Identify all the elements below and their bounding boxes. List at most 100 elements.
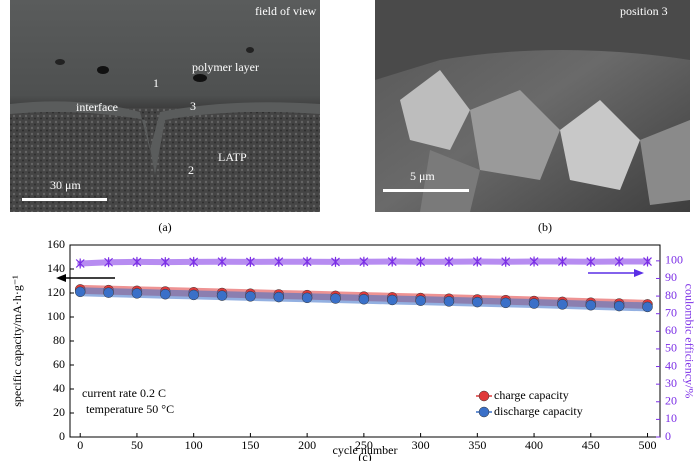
marker <box>331 256 340 267</box>
y-tick-label: 0 <box>59 429 65 443</box>
label: 2 <box>188 163 194 177</box>
y-tick-label: 160 <box>47 237 65 251</box>
marker <box>217 256 227 267</box>
label: interface <box>76 100 118 114</box>
marker <box>443 296 455 307</box>
x-tick-label: 150 <box>241 438 259 452</box>
marker <box>274 256 284 267</box>
marker <box>245 256 255 267</box>
marker <box>444 256 454 267</box>
x-tick-label: 200 <box>298 438 316 452</box>
y-tick-label: 60 <box>53 357 65 371</box>
marker <box>216 290 228 301</box>
x-tick-label: 350 <box>468 438 486 452</box>
y2-axis-title: coulombic efficiency/% <box>682 284 696 399</box>
y2-tick-label: 0 <box>665 429 671 443</box>
marker <box>415 295 426 306</box>
y-tick-label: 140 <box>47 261 65 275</box>
marker <box>500 297 511 309</box>
label: 1 <box>153 76 159 90</box>
y-tick-label: 100 <box>47 309 65 323</box>
legend-label: charge capacity <box>494 388 569 402</box>
marker <box>642 301 653 313</box>
marker <box>501 256 511 267</box>
marker <box>528 298 540 309</box>
marker <box>472 256 482 267</box>
x-tick-label: 300 <box>412 438 430 452</box>
annotation: temperature 50 °C <box>86 402 174 416</box>
y2-tick-label: 80 <box>665 288 677 302</box>
y-tick-label: 20 <box>53 405 65 419</box>
marker <box>586 256 596 267</box>
marker <box>75 258 85 269</box>
y-axis-title: specific capacity/mA·h·g⁻¹ <box>10 275 24 407</box>
y2-tick-label: 100 <box>665 253 683 267</box>
arrow <box>588 269 644 277</box>
y2-tick-label: 60 <box>665 323 677 337</box>
marker <box>614 256 624 267</box>
annotation: current rate 0.2 C <box>82 386 166 400</box>
x-tick-label: 450 <box>582 438 600 452</box>
marker <box>74 286 86 298</box>
marker <box>160 257 170 268</box>
sem-image-a: field of view polymer layer 1 interface … <box>10 0 320 212</box>
marker <box>245 291 256 302</box>
scale-label: 5 μm <box>410 169 435 183</box>
y2-tick-label: 50 <box>665 341 677 355</box>
marker <box>189 256 199 267</box>
marker <box>301 292 313 304</box>
marker <box>132 256 142 267</box>
y2-tick-label: 10 <box>665 411 677 425</box>
marker <box>188 289 199 301</box>
label: 3 <box>190 99 196 113</box>
arrow <box>56 274 115 282</box>
legend-label: discharge capacity <box>494 404 583 418</box>
label: polymer layer <box>192 60 259 74</box>
marker <box>273 291 285 303</box>
marker <box>103 287 114 298</box>
y2-tick-label: 40 <box>665 358 677 372</box>
y-tick-label: 40 <box>53 381 65 395</box>
legend-marker <box>478 406 490 418</box>
y2-tick-label: 20 <box>665 394 677 408</box>
x-tick-label: 400 <box>525 438 543 452</box>
label: LATP <box>218 150 247 164</box>
x-axis-title: cycle number <box>333 443 398 457</box>
marker <box>131 288 143 299</box>
marker <box>302 256 312 267</box>
marker <box>330 293 341 304</box>
x-tick-label: 50 <box>131 438 143 452</box>
label: field of view <box>255 4 317 18</box>
marker <box>386 294 398 306</box>
sem-image-b: position 3 5 μm <box>375 0 690 212</box>
y2-tick-label: 30 <box>665 376 677 390</box>
marker <box>104 257 114 268</box>
marker <box>387 256 397 267</box>
y2-tick-label: 70 <box>665 305 677 319</box>
x-tick-label: 500 <box>639 438 657 452</box>
y-tick-label: 120 <box>47 285 65 299</box>
legend-marker <box>478 390 490 402</box>
marker <box>613 300 625 312</box>
label: position 3 <box>620 4 668 18</box>
marker <box>416 256 426 267</box>
marker <box>643 256 652 267</box>
marker <box>529 256 539 267</box>
marker <box>358 293 370 305</box>
caption: (a) <box>158 220 171 234</box>
y-tick-label: 80 <box>53 333 65 347</box>
y2-tick-label: 90 <box>665 270 677 284</box>
chart: specific capacity/mA·h·g⁻¹ coulombic eff… <box>10 244 696 457</box>
x-tick-label: 100 <box>185 438 203 452</box>
scale-label: 30 μm <box>50 178 81 192</box>
marker <box>359 256 369 267</box>
marker <box>585 299 597 311</box>
marker <box>557 299 568 310</box>
marker <box>472 296 483 308</box>
x-tick-label: 250 <box>355 438 373 452</box>
x-tick-label: 0 <box>77 438 83 452</box>
marker <box>557 256 567 267</box>
caption: (c) <box>358 450 371 461</box>
